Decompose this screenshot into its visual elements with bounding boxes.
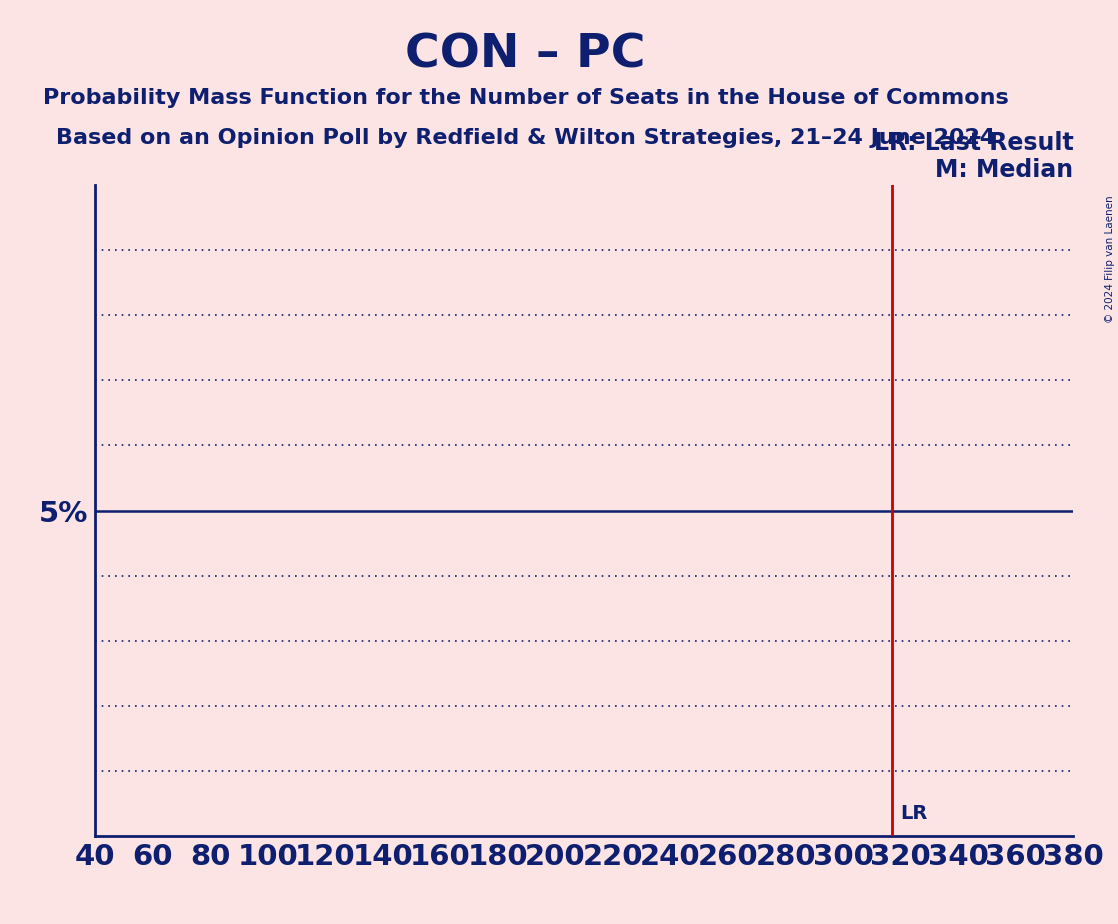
Text: © 2024 Filip van Laenen: © 2024 Filip van Laenen [1106, 195, 1115, 322]
Text: Based on an Opinion Poll by Redfield & Wilton Strategies, 21–24 June 2024: Based on an Opinion Poll by Redfield & W… [56, 128, 995, 148]
Text: CON – PC: CON – PC [405, 32, 646, 78]
Text: M: Median: M: Median [935, 158, 1073, 181]
Text: Probability Mass Function for the Number of Seats in the House of Commons: Probability Mass Function for the Number… [42, 88, 1008, 108]
Text: LR: Last Result: LR: Last Result [873, 131, 1073, 155]
Text: LR: LR [901, 804, 928, 823]
